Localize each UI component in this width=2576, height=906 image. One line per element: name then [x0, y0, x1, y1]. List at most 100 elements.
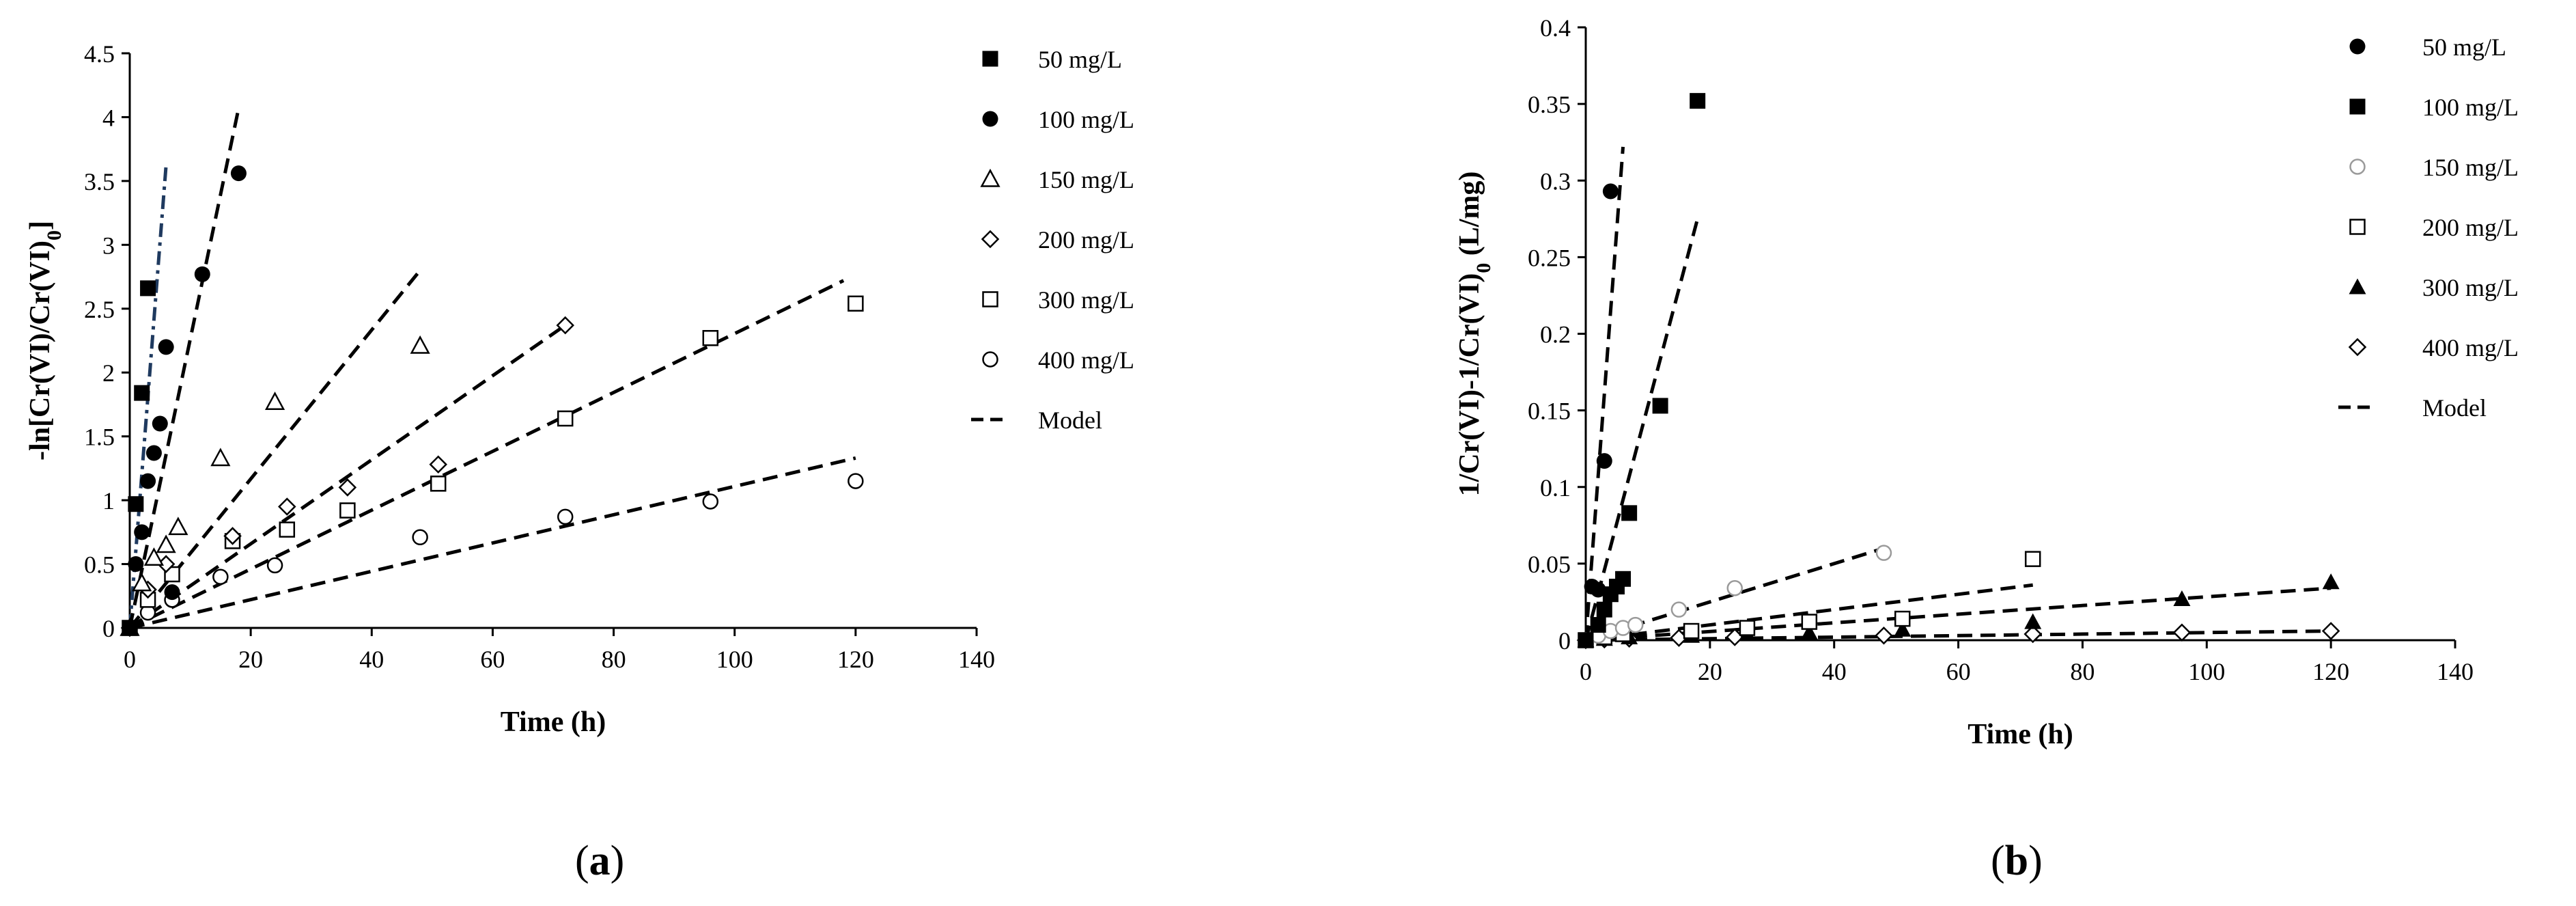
- model-line: [129, 456, 856, 630]
- y-tick-label: 1.5: [84, 424, 115, 451]
- y-tick-label: 0.2: [1540, 321, 1571, 348]
- data-point: [2322, 573, 2340, 590]
- data-point: [1894, 610, 1911, 627]
- data-point: [2024, 613, 2042, 629]
- data-point: [412, 529, 428, 546]
- data-point: [164, 584, 180, 601]
- data-point: [1875, 545, 1892, 561]
- data-point: [429, 455, 447, 474]
- legend-label: 100 mg/L: [2422, 94, 2519, 121]
- chart-panel-b: 0 0.05 0.1 0.15 0.2 0.25 0.3 0.35 0.4 0 20 40 60 80 10…: [1454, 14, 2519, 750]
- data-point: [134, 524, 150, 540]
- data-point: [1596, 601, 1612, 618]
- y-tick-label: 0.35: [1528, 91, 1571, 118]
- data-point: [1875, 627, 1893, 645]
- data-point: [128, 496, 144, 512]
- panel-b-label: (b): [1991, 838, 2043, 884]
- y-tick-label: 0.3: [1540, 167, 1571, 195]
- legend-label: 100 mg/L: [1038, 106, 1134, 133]
- data-point: [230, 165, 247, 182]
- x-tick-label: 20: [1698, 658, 1722, 685]
- data-point: [556, 316, 574, 335]
- data-point: [1683, 622, 1700, 640]
- panel-b-letter: b: [2004, 838, 2029, 884]
- data-point: [557, 508, 574, 525]
- data-point: [848, 473, 864, 489]
- model-line: [128, 279, 845, 630]
- data-point: [264, 392, 285, 410]
- legend-marker: [2348, 338, 2367, 357]
- legend-marker: [982, 291, 998, 307]
- data-point: [2024, 624, 2042, 644]
- data-point: [1670, 601, 1688, 618]
- x-axis-title: Time (h): [1968, 719, 2073, 750]
- x-tick-label: 100: [2188, 658, 2225, 685]
- y-tick-label: 1: [102, 487, 115, 514]
- chart-panel-a: 0 0.5 1 1.5 2 2.5 3 3.5 4 4.5 0 20 40 60 80 100 120 140 Ti…: [25, 40, 1134, 738]
- y-axis-title-main: 1/Cr(VI)-1/Cr(VI): [1454, 273, 1485, 497]
- y-tick-label: 2.5: [84, 296, 115, 323]
- y-tick-label: 0: [102, 615, 115, 642]
- model-line: [1584, 218, 1700, 641]
- data-point: [339, 502, 356, 519]
- data-point: [1578, 632, 1594, 648]
- data-point: [223, 527, 242, 545]
- data-point: [1726, 580, 1743, 596]
- x-axis-title: Time (h): [501, 706, 606, 738]
- model-line: [1584, 146, 1625, 641]
- data-point: [557, 410, 574, 427]
- x-tick-label: 100: [716, 646, 753, 673]
- legend-label: 300 mg/L: [2422, 274, 2519, 301]
- legend-label: 400 mg/L: [2422, 334, 2519, 361]
- legend-label: 300 mg/L: [1038, 286, 1134, 314]
- legend-marker: [2349, 278, 2366, 294]
- data-point: [338, 478, 357, 497]
- x-tick-label: 80: [602, 646, 626, 673]
- legend-marker: [982, 51, 998, 67]
- legend-marker: [2349, 98, 2366, 115]
- data-point: [158, 339, 174, 355]
- y-tick-label: 3.5: [84, 168, 115, 195]
- legend-label: 50 mg/L: [2422, 33, 2506, 61]
- legend-label: 150 mg/L: [2422, 154, 2519, 181]
- legend-marker: [2349, 159, 2366, 175]
- data-point: [1590, 581, 1606, 598]
- legend-label: 400 mg/L: [1038, 346, 1134, 374]
- data-point: [134, 385, 150, 401]
- data-point: [210, 448, 231, 467]
- model-line: [1585, 583, 2033, 642]
- y-tick-label: 0.4: [1540, 14, 1571, 42]
- y-tick-label: 0.5: [84, 551, 115, 579]
- data-point: [430, 476, 447, 492]
- y-axis-title-main: -ln[Cr(VI)/Cr(VI): [25, 241, 56, 461]
- data-point: [168, 517, 188, 536]
- data-point: [1590, 617, 1606, 633]
- y-tick-label: 0.15: [1528, 398, 1571, 425]
- x-tick-label: 80: [2070, 658, 2095, 685]
- data-point: [132, 573, 152, 592]
- model-line: [1585, 586, 2332, 642]
- data-point: [1596, 453, 1612, 469]
- data-point: [143, 547, 165, 566]
- y-tick-label: 3: [102, 232, 115, 259]
- legend-label: 150 mg/L: [1038, 166, 1134, 193]
- data-point: [2321, 622, 2340, 640]
- data-point: [140, 473, 156, 489]
- legend-label: 50 mg/L: [1038, 46, 1122, 73]
- data-point: [410, 335, 430, 354]
- x-tick-label: 60: [480, 646, 505, 673]
- data-point: [1739, 620, 1756, 636]
- y-axis-title: 1/Cr(VI)-1/Cr(VI)0 (L/mg): [1454, 171, 1495, 497]
- data-point: [156, 534, 176, 553]
- data-point: [278, 497, 296, 516]
- legend-marker: [981, 230, 1000, 249]
- x-tick-label: 40: [359, 646, 384, 673]
- data-point: [212, 568, 229, 585]
- panel-a-letter: a: [589, 838, 611, 884]
- x-tick-label: 120: [837, 646, 874, 673]
- x-tick-label: 20: [238, 646, 263, 673]
- data-point: [122, 620, 138, 636]
- data-point: [266, 557, 283, 574]
- data-point: [164, 566, 180, 583]
